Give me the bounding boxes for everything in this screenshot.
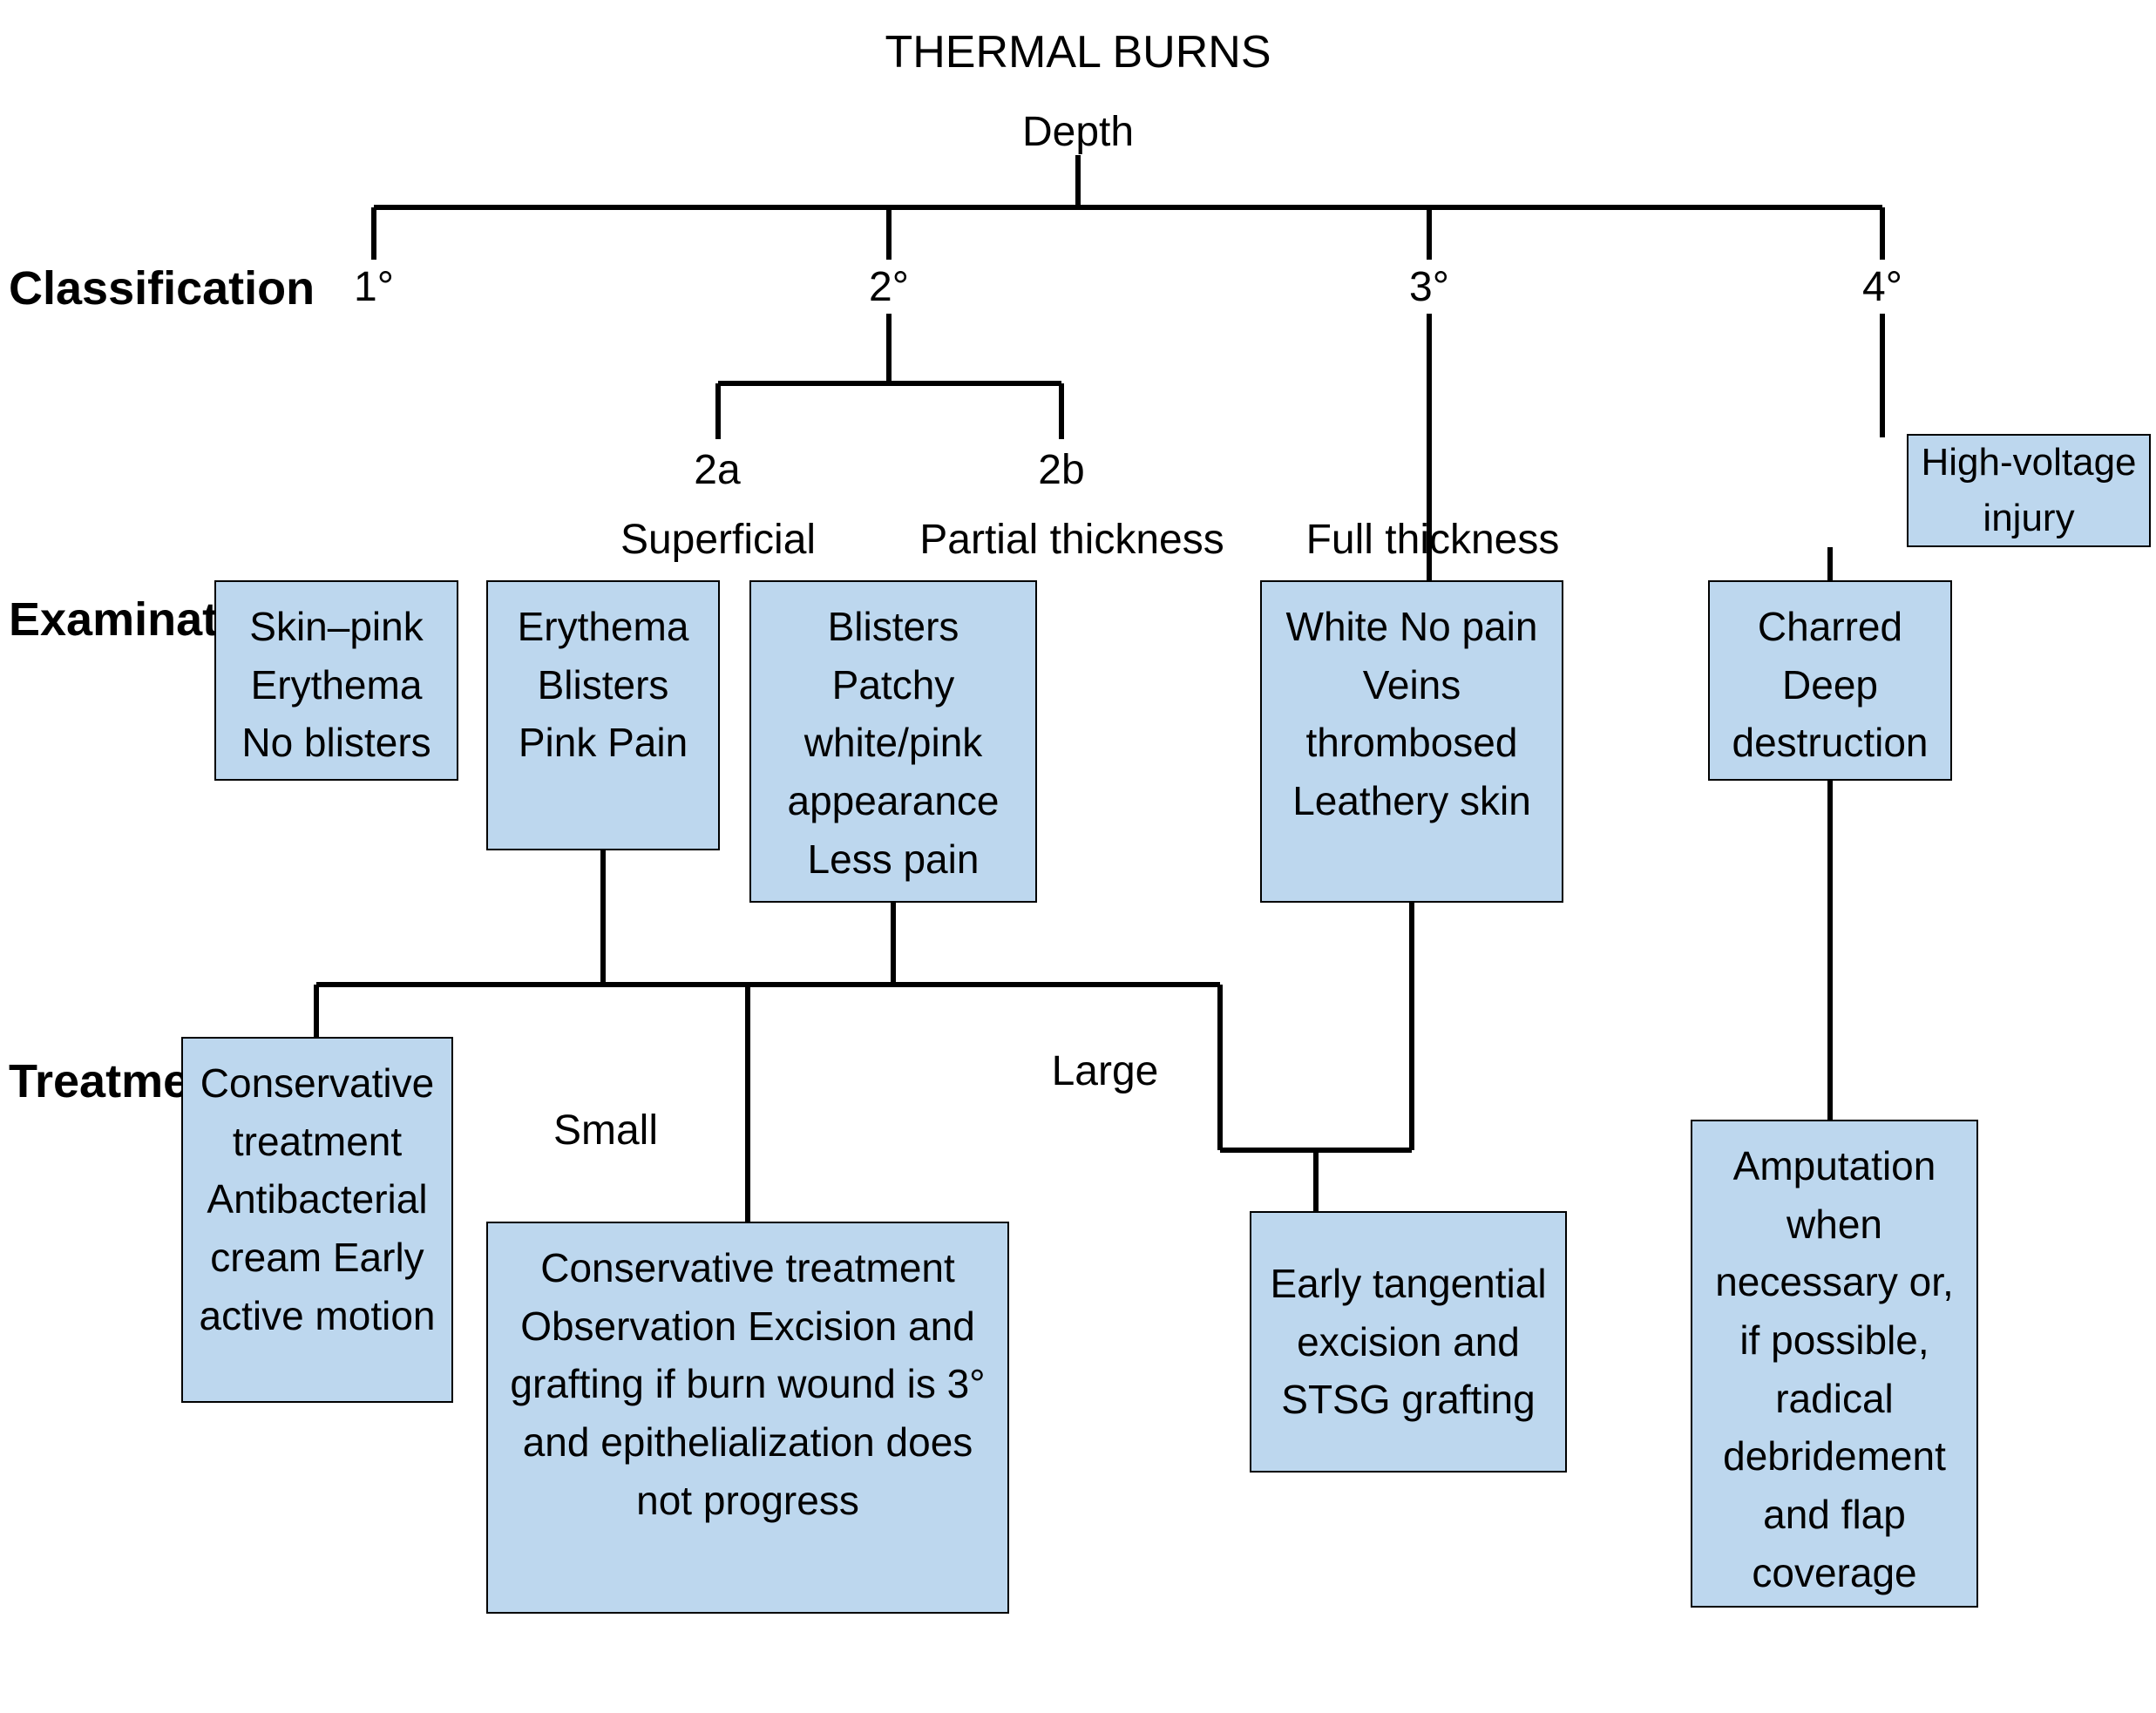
degree-3: 3° [1377, 261, 1481, 314]
exam-2b: Blisters Patchy white/pink appearance Le… [749, 580, 1037, 903]
exam-2a: Erythema Blisters Pink Pain [486, 580, 720, 850]
exam-4: Charred Deep destruction [1708, 580, 1952, 781]
degree-1: 1° [322, 261, 426, 314]
exam-1: Skin–pink Erythema No blisters [214, 580, 458, 781]
treatment-4: Amputation when necessary or, if possibl… [1691, 1120, 1978, 1608]
treatment-small: Conservative treatment Observation Excis… [486, 1222, 1009, 1614]
degree-2: 2° [837, 261, 941, 314]
small-label: Small [536, 1105, 675, 1157]
full-label: Full thickness [1285, 514, 1581, 566]
large-label: Large [1035, 1046, 1175, 1098]
partial-label: Partial thickness [906, 514, 1237, 566]
high-voltage-box: High-voltage injury [1907, 434, 2151, 547]
exam-3: White No pain Veins thrombosed Leathery … [1260, 580, 1563, 903]
depth-label: Depth [947, 106, 1209, 159]
side-classification: Classification [9, 261, 315, 315]
degree-2a: 2a [665, 444, 770, 497]
title: THERMAL BURNS [729, 24, 1427, 81]
treatment-conservative: Conservative treatment Antibacterial cre… [181, 1037, 453, 1403]
degree-2b: 2b [1009, 444, 1114, 497]
treatment-large: Early tangential excision and STSG graft… [1250, 1211, 1567, 1473]
superficial-label: Superficial [605, 514, 831, 566]
degree-4: 4° [1830, 261, 1935, 314]
